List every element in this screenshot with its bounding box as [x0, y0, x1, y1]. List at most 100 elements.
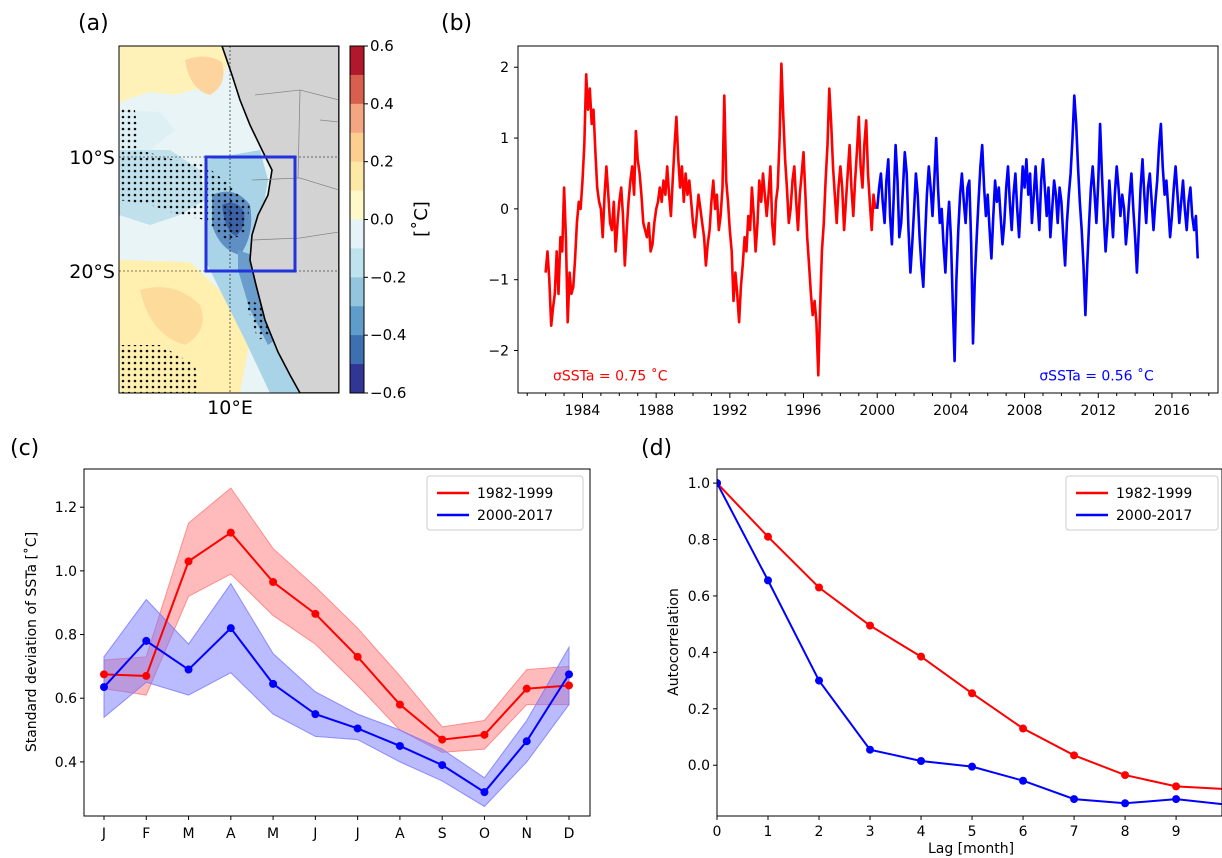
c-xtick-label: A: [395, 826, 405, 842]
map-lon-tick-10e: 10°E: [207, 397, 253, 419]
d-series-point: [1070, 795, 1079, 804]
panel-label-d: (d): [641, 436, 672, 461]
d-series-point: [1172, 795, 1181, 804]
colorbar-swatch: [350, 277, 364, 307]
c-xtick-label: N: [521, 826, 531, 842]
d-series-point: [1172, 782, 1181, 791]
panel-d-xlabel: Lag [month]: [928, 841, 1014, 857]
colorbar-tick-label: −0.4: [370, 326, 406, 344]
d-xtick-label: 3: [866, 824, 875, 840]
panel-c-seasonal-std: 0.4 0.6 0.8 1.0 1.2 J F M A M J J A S O N D Standard dev…: [23, 468, 591, 842]
panel-label-c: (c): [10, 436, 39, 461]
d-series-point: [1019, 776, 1028, 785]
panel-c-frame: [83, 468, 591, 817]
c-series-point: [269, 578, 278, 587]
c-xtick-label: A: [226, 826, 236, 842]
colorbar-swatch: [350, 190, 364, 220]
d-xtick-label: 6: [1019, 824, 1028, 840]
colorbar-tick-label: 0.4: [370, 95, 394, 113]
b-xtick-label: 1996: [786, 403, 822, 419]
c-series-point: [226, 528, 235, 537]
c-series-line: [103, 531, 570, 741]
panel-label-a: (a): [78, 11, 109, 36]
c-series-point: [142, 671, 151, 680]
d-ytick-label: 0.8: [688, 533, 710, 549]
c-series-point: [142, 636, 151, 645]
c-series-point: [438, 735, 447, 744]
c-series-point: [311, 609, 320, 618]
d-legend-label: 2000-2017: [1116, 508, 1192, 524]
c-xtick-label: M: [267, 826, 279, 842]
colorbar-swatch: [350, 219, 364, 249]
c-series-point: [311, 710, 320, 719]
b-ytick-label: −1: [488, 273, 509, 289]
c-series-point: [353, 724, 362, 733]
c-series-point: [480, 788, 489, 797]
b-ytick-label: 1: [500, 131, 509, 147]
b-annotation: σSSTa = 0.56 ˚C: [1039, 367, 1154, 384]
c-ytick-label: 0.4: [55, 755, 77, 771]
map-anomaly-warm-south-patch: [140, 287, 203, 345]
d-ytick-label: 0.0: [688, 758, 710, 774]
d-series-point: [866, 621, 875, 630]
b-ytick-label: 0: [500, 202, 509, 218]
b-series-line: [544, 62, 877, 377]
c-series-point: [395, 741, 404, 750]
c-series-point: [565, 670, 573, 679]
c-xtick-label: J: [355, 826, 360, 842]
panel-d-frame: [716, 468, 1222, 817]
colorbar-tick-label: 0.0: [370, 211, 394, 229]
c-xtick-label: M: [182, 826, 194, 842]
c-xtick-label: J: [312, 826, 317, 842]
d-ytick-label: 0.6: [688, 589, 710, 605]
d-ytick-label: 0.2: [688, 702, 710, 718]
map-country-borders: [251, 89, 339, 241]
d-series-point: [764, 532, 773, 541]
b-xtick-label: 2000: [859, 403, 895, 419]
colorbar-swatch: [350, 46, 364, 76]
d-ytick-label: 0.4: [688, 645, 710, 661]
d-series-point: [866, 745, 875, 754]
c-series-point: [565, 681, 573, 690]
d-series-point: [717, 479, 721, 488]
b-annotation: σSSTa = 0.75 ˚C: [553, 367, 668, 384]
c-series-point: [184, 665, 193, 674]
panel-c-legend: 1982-1999 2000-2017: [426, 475, 584, 531]
colorbar-swatch: [350, 248, 364, 278]
colorbar-tick-label: 0.2: [370, 153, 394, 171]
colorbar-swatch: [350, 74, 364, 105]
panel-d-autocorrelation: 0.0 0.2 0.4 0.6 0.8 1.0 0 1 2 3 4 5 6 7 8 9 Lag [month]…: [666, 468, 1222, 857]
c-legend-label: 2000-2017: [477, 508, 553, 524]
c-xtick-label: J: [101, 826, 106, 842]
d-xtick-label: 7: [1070, 824, 1079, 840]
d-series-point: [1019, 724, 1028, 733]
c-ytick-label: 0.6: [55, 691, 77, 707]
b-series-line: [875, 94, 1199, 363]
c-series-point: [100, 683, 108, 692]
colorbar-tick-label: −0.6: [370, 384, 406, 402]
d-series-point: [815, 583, 824, 592]
c-series-point: [184, 557, 193, 566]
d-legend-box: [1065, 475, 1219, 531]
c-series-point: [522, 737, 531, 746]
colorbar-swatch: [350, 306, 364, 336]
panel-b-timeseries: 2 1 0 −1 −2 1984 1988 1992 1996 2000 2004 2008 2012 2…: [488, 45, 1219, 419]
c-legend-box: [426, 475, 584, 531]
b-xtick-label: 2012: [1080, 403, 1116, 419]
d-series-line: [717, 482, 1222, 806]
d-xtick-label: 4: [917, 824, 926, 840]
colorbar: 0.6 0.4 0.2 0.0 −0.2 −0.4 −0.6 [˚C]: [349, 37, 432, 402]
d-xtick-label: 1: [764, 824, 773, 840]
d-xtick-label: 0: [713, 824, 722, 840]
d-series-point: [1121, 799, 1130, 808]
c-xtick-label: D: [564, 826, 575, 842]
b-xtick-label: 2008: [1007, 403, 1043, 419]
panel-c-ylabel: Standard deviation of SSTa [˚C]: [23, 532, 40, 752]
b-xtick-label: 2004: [933, 403, 969, 419]
c-ytick-label: 1.2: [55, 500, 77, 516]
map-lat-tick-20s: 20°S: [69, 261, 115, 283]
d-series-point: [815, 676, 824, 685]
d-series-point: [968, 762, 977, 771]
c-xtick-label: S: [438, 826, 447, 842]
map-significance-stipple: [119, 108, 250, 240]
